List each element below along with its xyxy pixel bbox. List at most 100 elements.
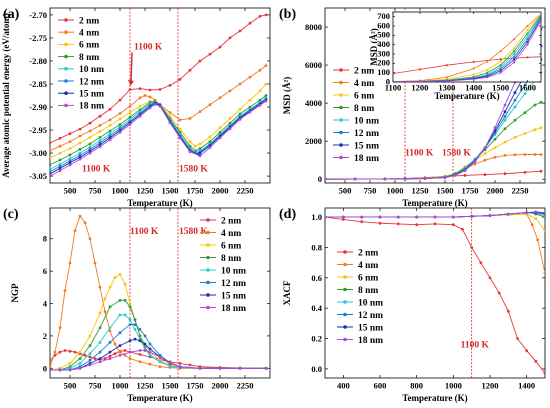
panel-d-ytick-label: 0.2 [311,334,322,344]
panel-c-series-point-2nm [108,354,112,358]
panel-d-series-point-2nm [396,222,400,226]
panel-a-series-point-10nm [68,157,72,161]
panel-c-series-point-8nm [98,326,102,330]
panel-b-inset-series-point-2nm [526,56,529,59]
panel-c-legend-label: 12 nm [221,279,246,289]
panel-b-inset-xtick-label: 1300 [438,83,455,93]
panel-a-series-point-6nm [118,117,122,121]
panel-a-series-point-6nm [193,144,197,148]
panel-b-series-point-18nm [383,177,387,181]
panel-d-ytick-label: 0.6 [311,273,322,283]
panel-b-series-point-10nm [523,92,527,95]
panel-a-series-point-6nm [50,156,52,160]
panel-a-xtick-label: 1000 [112,186,129,196]
panel-b-inset-ytick-label: 300 [377,48,390,58]
panel-b-series-point-4nm [513,153,517,157]
panel-a-series-point-4nm [248,75,252,79]
panel-a-series-point-18nm [158,104,162,108]
panel-c-series-point-8nm [128,305,132,309]
panel-a-series-point-4nm [68,140,72,144]
panel-a-series-point-4nm [264,64,268,67]
panel-c-series-group [50,214,268,372]
panel-b-ylabel: MSD (Å²) [282,77,292,114]
panel-b-series-point-2nm [463,174,467,177]
panel-b-inset-series-point-4nm [486,60,489,63]
panel-b-inset-series-point-10nm [526,35,529,38]
panel-a-legend-marker [64,30,68,34]
panel-d-series-point-2nm [378,221,382,225]
panel-c-series-point-10nm [98,341,102,344]
panel-b-inset-xtick-label: 1100 [385,83,402,93]
panel-c-series-point-4nm [73,229,77,233]
panel-b-series-point-8nm [533,103,537,107]
panel-c-legend-marker [206,280,210,285]
panel-a-ylabel: Average atomic potential energy (eV/atom… [1,13,11,178]
panel-c-series-point-10nm [158,360,162,364]
panel-d-series-point-18nm [543,211,545,214]
panel-b-series-point-18nm [325,177,327,181]
panel-c-series-point-4nm [138,360,142,364]
panel-d-series-point-18nm [525,211,529,215]
panel-a-series-point-8nm [98,136,102,139]
panel-b-ytick-label: 8000 [305,22,322,32]
panel-c-series-point-15nm [138,339,142,343]
panel-a-series-point-4nm [168,111,172,114]
panel-b-series-point-18nm [423,177,427,181]
panel-b-inset-series-point-18nm [418,80,421,82]
panel-c-series-point-6nm [103,297,107,301]
panel-a-series-point-2nm [50,141,52,145]
panel-c-series-line-4nm [50,215,266,369]
panel-a-series-point-6nm [88,136,92,139]
panel-b-series-point-6nm [483,152,487,155]
panel-b-inset-series-point-8nm [513,50,516,53]
panel-b-inset-ytick-label: 500 [377,30,390,40]
panel-c-series-point-15nm [148,347,152,351]
panel-c-series-point-4nm [58,326,62,330]
panel-b-inset-frame [392,11,542,83]
panel-a-series-point-18nm [228,127,232,131]
panel-d-legend-label: 12 nm [358,311,383,321]
panel-c-ytick-label: 2 [43,331,47,341]
panel-a-annotation: 1100 K [82,164,111,174]
panel-d-legend-label: 15 nm [358,323,383,333]
panel-a-annotation-arrow [130,52,133,82]
panel-a-ytick-label: -2.85 [29,79,47,89]
panel-a-series-point-6nm [264,82,268,86]
panel-c-series-point-4nm [88,237,92,241]
panel-b-panel-letter: (b) [279,7,296,22]
panel-a-series-point-8nm [58,158,62,162]
panel-b-inset-series-point-12nm [513,55,516,58]
panel-b-legend-marker [339,143,343,147]
panel-d-series-point-2nm [433,222,437,226]
panel-a-series-point-18nm [208,146,212,149]
panel-a-ytick-label: -2.95 [29,125,47,135]
panel-b-inset-series-point-2nm [499,58,502,61]
panel-c-series-point-2nm [93,357,97,360]
panel-c-series-point-15nm [118,344,122,347]
panel-d-series-point-4nm [536,238,540,242]
panel-d-ytick-label: 0.4 [311,303,322,313]
panel-a-ytick-label: -2.70 [29,10,47,20]
panel-a-series-point-4nm [148,95,152,99]
panel-c-xtick-label: 500 [64,381,77,391]
panel-c-series-point-6nm [98,311,102,315]
panel-c-series-point-6nm [113,276,117,279]
panel-c-legend-marker [206,268,210,272]
panel-d-series-point-2nm [479,261,483,264]
panel-b-inset-series-point-6nm [472,73,475,76]
panel-b-inset-series-point-12nm [499,67,502,70]
panel-b-series-point-6nm [539,126,543,130]
panel-c-xtick-label: 1750 [187,381,204,391]
panel-b-series-point-6nm [503,140,507,144]
panel-b-inset-ytick-label: 0 [386,76,390,86]
panel-a-series-point-18nm [153,102,157,106]
panel-a-series-point-18nm [108,138,112,142]
panel-a-xlabel: Temperature (K) [127,198,192,208]
panel-c-ytick-label: 0 [43,363,47,373]
panel-c-series-point-12nm [138,328,142,331]
panel-c-series-point-18nm [50,368,52,372]
panel-d-series-point-18nm [433,215,437,219]
panel-b-series-point-2nm [503,172,507,176]
panel-c-series-point-8nm [108,305,112,309]
panel-d-ytick-label: 0.8 [311,242,322,252]
